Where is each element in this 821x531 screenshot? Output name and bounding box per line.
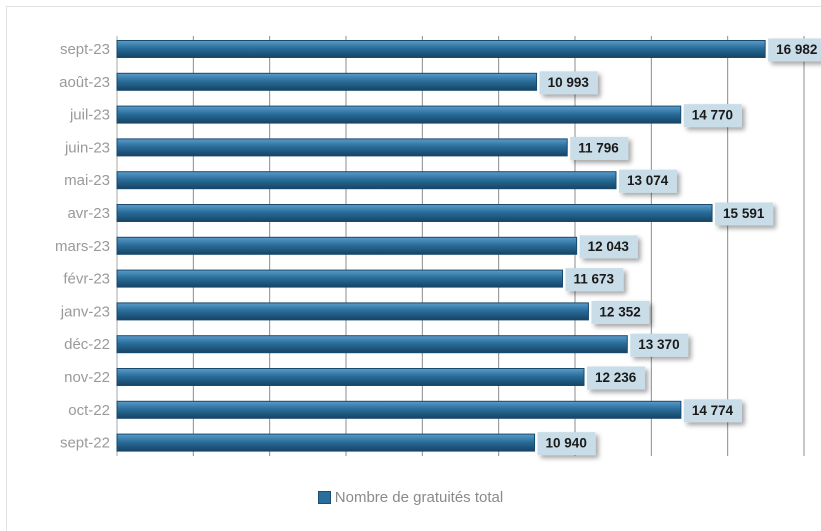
data-label-box xyxy=(565,268,624,292)
category-label: déc-22 xyxy=(64,336,110,353)
data-label-box xyxy=(715,202,774,226)
category-label: sept-23 xyxy=(60,41,110,58)
bar xyxy=(116,138,568,157)
legend-swatch xyxy=(317,491,331,504)
data-label-text: 10 993 xyxy=(548,75,590,90)
legend: Nombre de gratuités total xyxy=(0,489,821,506)
legend-label: Nombre de gratuités total xyxy=(334,489,504,506)
category-label: nov-22 xyxy=(64,369,110,386)
bar xyxy=(116,204,713,222)
bar xyxy=(116,335,628,354)
bar xyxy=(116,302,589,321)
category-label: mars-23 xyxy=(55,238,110,255)
data-label-box xyxy=(683,399,742,423)
data-label-text: 13 370 xyxy=(638,337,679,352)
bar xyxy=(116,269,564,288)
category-label: août-23 xyxy=(59,74,110,91)
bar xyxy=(116,400,682,419)
bar xyxy=(116,433,536,452)
data-label-box xyxy=(587,366,646,390)
data-label: 16 982 xyxy=(768,38,821,62)
category-label: oct-22 xyxy=(68,402,110,419)
data-label-box xyxy=(570,136,629,160)
bar-chart: 16 982 10 993 14 770 11 796 13 074 15 591 12 0… xyxy=(55,36,821,456)
data-label: 14 774 xyxy=(683,399,742,423)
category-label: janv-23 xyxy=(60,303,110,320)
data-label: 11 796 xyxy=(570,136,629,160)
data-label-box xyxy=(618,169,677,193)
bars xyxy=(116,40,766,452)
bar xyxy=(116,236,578,255)
category-label: juil-23 xyxy=(69,107,110,124)
bar xyxy=(116,40,766,58)
data-label: 12 236 xyxy=(587,366,646,390)
data-label-text: 12 352 xyxy=(599,304,640,319)
data-label-box xyxy=(537,432,596,456)
data-label: 13 074 xyxy=(618,169,677,193)
data-label: 12 043 xyxy=(579,235,638,259)
bar xyxy=(116,105,682,124)
data-label: 11 673 xyxy=(565,268,624,292)
category-label: juin-23 xyxy=(64,139,110,156)
category-label: avr-23 xyxy=(67,205,110,222)
data-label-box xyxy=(539,71,598,95)
data-label: 12 352 xyxy=(591,300,650,324)
bar xyxy=(116,72,538,91)
category-labels: sept-23 août-23 juil-23 juin-23 mai-23 avr-23… xyxy=(55,41,110,452)
category-label: sept-22 xyxy=(60,435,110,452)
data-label: 14 770 xyxy=(683,104,742,128)
data-label-text: 10 940 xyxy=(546,436,587,451)
data-label: 10 993 xyxy=(539,71,598,95)
data-label-box xyxy=(683,104,742,128)
data-label-box xyxy=(768,38,821,62)
data-label: 13 370 xyxy=(630,333,689,357)
bar xyxy=(116,368,585,386)
bar xyxy=(116,171,617,190)
data-label-box xyxy=(579,235,638,259)
data-label-text: 15 591 xyxy=(723,206,765,221)
data-label-text: 11 673 xyxy=(574,272,615,287)
data-label: 10 940 xyxy=(537,432,596,456)
data-label-text: 12 043 xyxy=(588,239,630,254)
data-label-text: 14 770 xyxy=(692,108,733,123)
data-label-text: 16 982 xyxy=(776,42,817,57)
value-labels: 16 982 10 993 14 770 11 796 13 074 15 591 12 0… xyxy=(537,38,821,456)
data-label-text: 14 774 xyxy=(692,403,734,418)
data-label: 15 591 xyxy=(715,202,774,226)
data-label-text: 12 236 xyxy=(595,370,637,385)
data-label-text: 11 796 xyxy=(578,140,619,155)
data-label-box xyxy=(591,300,650,324)
data-label-box xyxy=(630,333,689,357)
category-label: mai-23 xyxy=(64,172,110,189)
category-label: févr-23 xyxy=(63,271,110,288)
data-label-text: 13 074 xyxy=(627,173,669,188)
